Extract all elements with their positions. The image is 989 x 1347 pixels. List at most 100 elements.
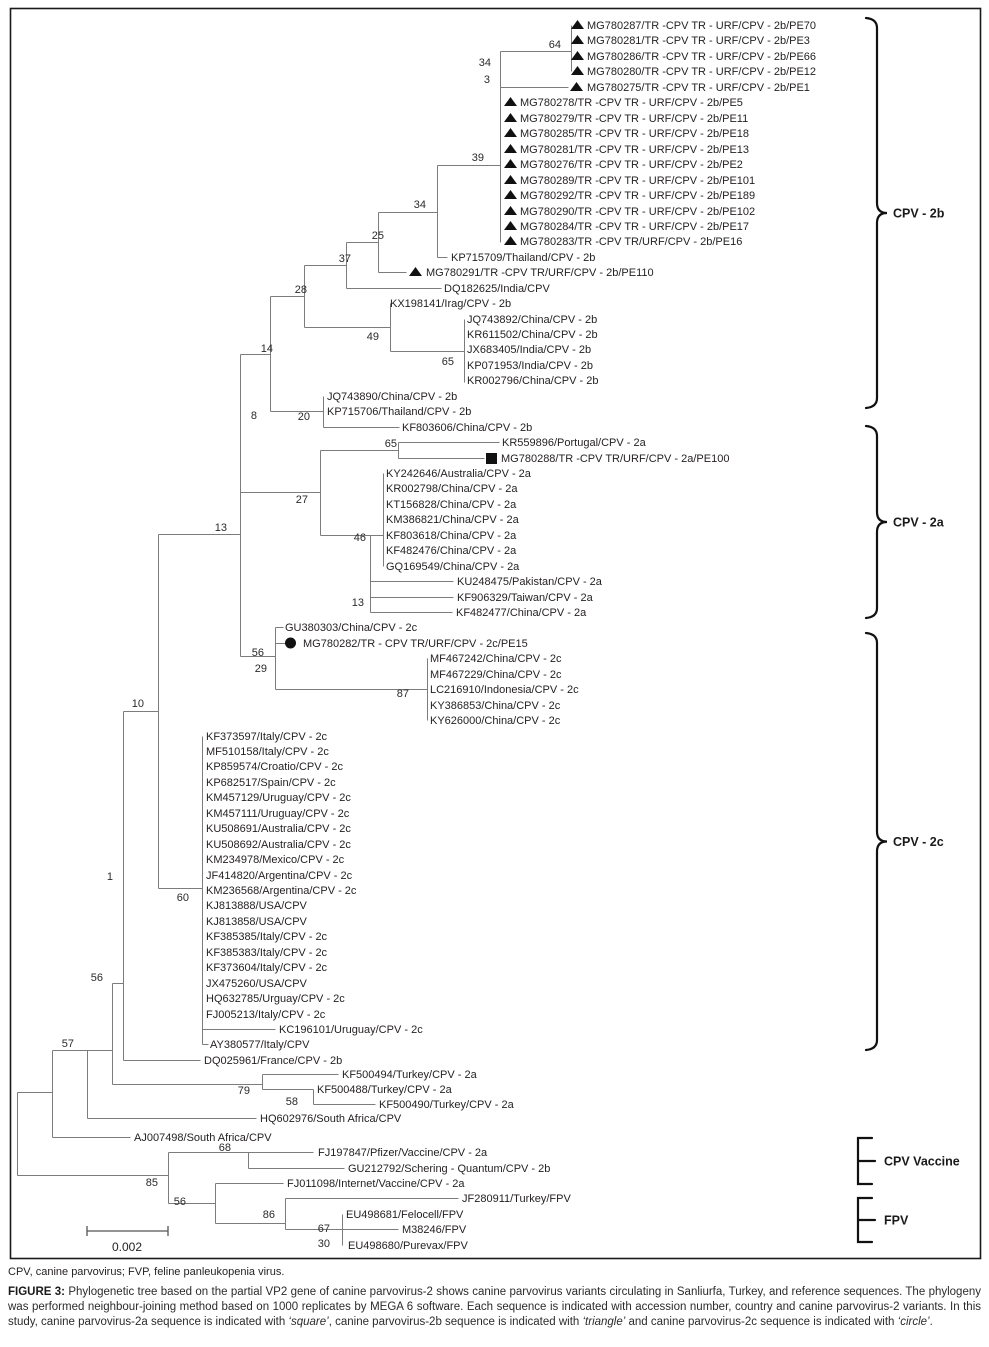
triangle-2b-marker-icon [570,82,583,91]
taxon-label: KC196101/Uruguay/CPV - 2c [279,1024,423,1036]
bootstrap-value: 25 [372,230,384,242]
taxon-label: KY386853/China/CPV - 2c [430,700,561,712]
taxon-label: KY626000/China/CPV - 2c [430,715,561,727]
taxon-label: MG780285/TR -CPV TR - URF/CPV - 2b/PE18 [520,128,749,140]
clade-label: CPV - 2a [893,516,945,530]
taxon-label: KM386821/China/CPV - 2a [386,514,520,526]
bootstrap-value: 56 [252,647,264,659]
clade-bracket [856,1196,877,1244]
bootstrap-value: 64 [549,39,561,51]
bootstrap-value: 58 [286,1096,298,1108]
taxon-label: KU508691/Australia/CPV - 2c [206,823,351,835]
taxon-label: MG780281/TR -CPV TR - URF/CPV - 2b/PE13 [520,144,749,156]
taxon-label: KR611502/China/CPV - 2b [467,329,598,341]
taxon-label: GU380303/China/CPV - 2c [285,622,418,634]
clade-label: CPV Vaccine [884,1155,960,1169]
bootstrap-value: 49 [367,331,379,343]
triangle-2b-marker-icon [504,97,517,106]
bootstrap-value: 39 [472,152,484,164]
taxon-label: KF385383/Italy/CPV - 2c [206,947,328,959]
triangle-2b-marker-icon [571,51,584,60]
taxon-label: KP682517/Spain/CPV - 2c [206,777,336,789]
taxon-label: AY380577/Italy/CPV [210,1039,310,1051]
taxon-label: KP859574/Croatio/CPV - 2c [206,761,343,773]
caption-italic-term: ‘square’ [288,1315,329,1328]
bootstrap-value: 27 [296,494,308,506]
bootstrap-value: 60 [177,892,189,904]
bootstrap-value: 13 [215,522,227,534]
taxon-label: M38246/FPV [402,1224,467,1236]
taxon-label: LC216910/Indonesia/CPV - 2c [430,684,579,696]
triangle-2b-marker-icon [504,236,517,245]
bootstrap-value: 1 [107,871,113,883]
taxon-label: KM457129/Uruguay/CPV - 2c [206,792,351,804]
triangle-2b-marker-icon [571,66,584,75]
bootstrap-value: 86 [263,1209,275,1221]
taxon-label: KF482477/China/CPV - 2a [456,607,587,619]
taxon-label: KM234978/Mexico/CPV - 2c [206,854,345,866]
bootstrap-value: 8 [251,410,257,422]
bootstrap-value: 13 [352,597,364,609]
square-2a-marker-icon [486,453,497,464]
clade-bracket [864,631,888,1052]
taxon-label: MG780291/TR -CPV TR/URF/CPV - 2b/PE110 [426,267,654,279]
taxon-label: JF414820/Argentina/CPV - 2c [206,870,353,882]
taxon-label: KF373604/Italy/CPV - 2c [206,962,328,974]
taxon-label: MG780281/TR -CPV TR - URF/CPV - 2b/PE3 [587,35,810,47]
taxon-label: MG780289/TR -CPV TR - URF/CPV - 2b/PE101 [520,175,755,187]
taxon-label: KU248475/Pakistan/CPV - 2a [457,576,603,588]
taxon-label: DQ182625/India/CPV [444,283,550,295]
figure-caption: FIGURE 3: Phylogenetic tree based on the… [8,1285,981,1329]
taxon-label: KR559896/Portugal/CPV - 2a [502,437,647,449]
taxon-label: JX683405/India/CPV - 2b [467,344,591,356]
taxon-label: AJ007498/South Africa/CPV [134,1132,272,1144]
taxon-label: MG780287/TR -CPV TR - URF/CPV - 2b/PE70 [587,20,816,32]
taxon-label: MG780279/TR -CPV TR - URF/CPV - 2b/PE11 [520,113,748,125]
caption-text: , canine parvovirus-2b sequence is indic… [328,1315,583,1328]
caption-text: and canine parvovirus-2c sequence is ind… [625,1315,898,1328]
taxon-label: MG780282/TR - CPV TR/URF/CPV - 2c/PE15 [303,638,528,650]
taxon-label: MG780280/TR -CPV TR - URF/CPV - 2b/PE12 [587,66,816,78]
bootstrap-value: 65 [385,438,397,450]
taxon-label: KF482476/China/CPV - 2a [386,545,517,557]
triangle-2b-marker-icon [409,267,422,276]
bootstrap-value: 87 [397,688,409,700]
triangle-2b-marker-icon [571,35,584,44]
taxon-label: KU508692/Australia/CPV - 2c [206,839,351,851]
taxon-label: MG780278/TR -CPV TR - URF/CPV - 2b/PE5 [520,97,743,109]
taxon-label: JX475260/USA/CPV [206,978,308,990]
taxon-label: KP715706/Thailand/CPV - 2b [327,406,471,418]
clade-label: CPV - 2b [893,207,945,221]
taxon-label: FJ005213/Italy/CPV - 2c [206,1009,326,1021]
bootstrap-value: 34 [414,199,426,211]
bootstrap-value: 79 [238,1085,250,1097]
clade-label: CPV - 2c [893,835,944,849]
taxon-label: MG780288/TR -CPV TR/URF/CPV - 2a/PE100 [501,453,729,465]
taxon-label: MG780284/TR -CPV TR - URF/CPV - 2b/PE17 [520,221,749,233]
taxon-label: KJ813858/USA/CPV [206,916,308,928]
taxon-label: KF500488/Turkey/CPV - 2a [317,1084,453,1096]
taxon-label: MG780292/TR -CPV TR - URF/CPV - 2b/PE189 [520,190,755,202]
taxon-label: GQ169549/China/CPV - 2a [386,561,520,573]
taxon-label: KT156828/China/CPV - 2a [386,499,517,511]
bootstrap-value: 30 [318,1238,330,1250]
taxon-label: KJ813888/USA/CPV [206,900,308,912]
circle-2c-marker-icon [285,637,296,649]
taxon-label: KF803618/China/CPV - 2a [386,530,517,542]
taxon-label: JQ743890/China/CPV - 2b [327,391,457,403]
bootstrap-value: 34 [479,57,491,69]
phylogenetic-tree-figure: MG780287/TR -CPV TR - URF/CPV - 2b/PE70 M… [9,7,982,1260]
taxon-label: MG780275/TR -CPV TR - URF/CPV - 2b/PE1 [587,82,810,94]
taxon-label: MF467229/China/CPV - 2c [430,669,562,681]
taxon-label: KR002798/China/CPV - 2a [386,483,518,495]
taxon-label: KP715709/Thailand/CPV - 2b [451,252,595,264]
clade-bracket [864,424,888,620]
triangle-2b-marker-icon [504,206,517,215]
bootstrap-value: 20 [298,411,310,423]
taxon-label: JQ743892/China/CPV - 2b [467,314,597,326]
taxon-label: KP071953/India/CPV - 2b [467,360,593,372]
taxon-label: KY242646/Australia/CPV - 2a [386,468,532,480]
bootstrap-value: 57 [62,1038,74,1050]
taxon-label: KX198141/Irag/CPV - 2b [390,298,511,310]
